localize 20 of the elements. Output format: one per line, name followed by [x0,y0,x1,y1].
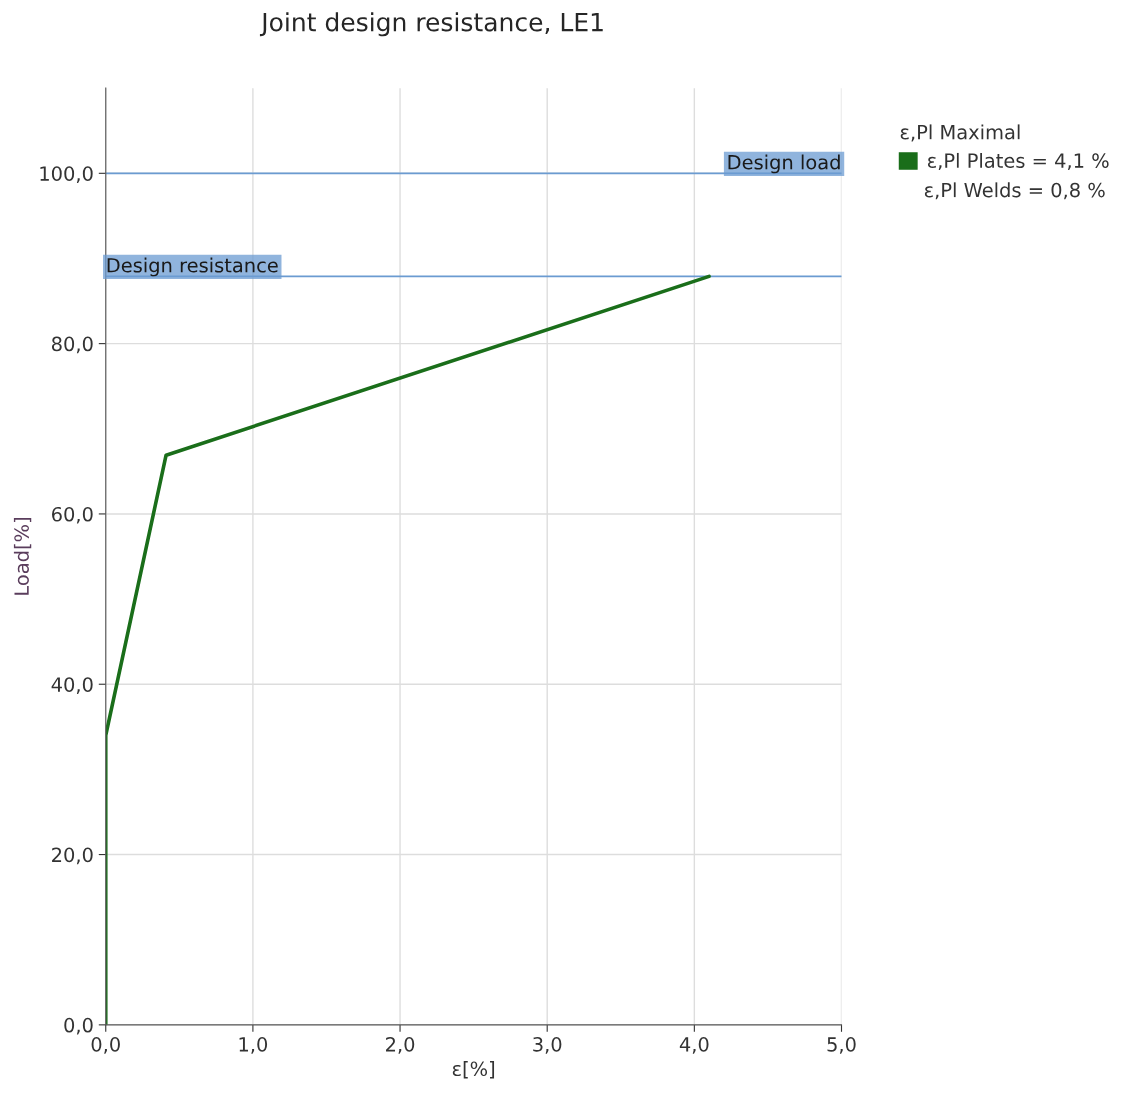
y-axis-title: Load[%] [13,518,32,595]
y-tick-label: 0,0 [64,1017,93,1035]
chart-title: Joint design resistance, LE1 [259,12,603,37]
y-tick-label: 80,0 [51,336,93,354]
x-tick-label: 3,0 [533,1037,562,1054]
x-tick-label: 1,0 [239,1037,268,1054]
x-tick-label: 5,0 [827,1037,856,1054]
y-tick-label: 100,0 [40,166,93,183]
legend-label: ε,Pl Plates = 4,1 % [927,152,1109,170]
text: ε,Pl Welds = 0,8 % [924,182,1105,200]
y-tick-label: 40,0 [51,677,93,694]
y-tick-label: 20,0 [52,847,93,865]
x-axis-title: ε[%] [452,1061,495,1079]
legend-title: ε,Pl Maximal [900,124,1020,142]
x-tick-label: 0,0 [91,1037,120,1054]
ref-line-label: Design load [728,154,840,174]
y-tick-label: 60,0 [52,506,93,524]
x-tick-label: 4,0 [679,1037,709,1054]
ref-line-label: Design resistance [107,257,278,277]
x-tick-label: 2,0 [386,1037,415,1054]
